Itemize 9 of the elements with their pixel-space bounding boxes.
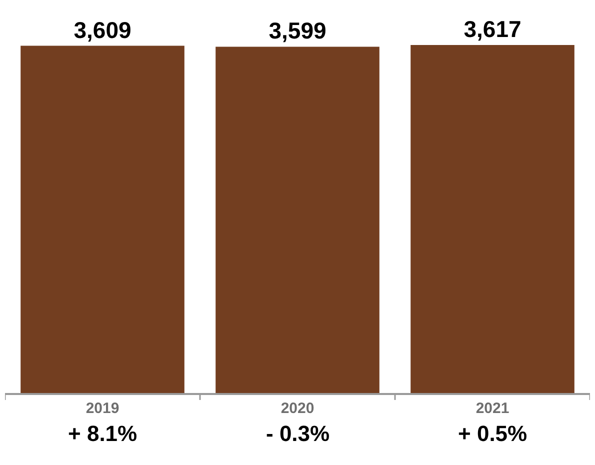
text: + 0.5% bbox=[458, 421, 528, 446]
x-tick-label: 2019 bbox=[86, 400, 120, 417]
text: + 8.1% bbox=[68, 421, 138, 446]
data-label: 3,599 bbox=[268, 18, 326, 44]
text: - 0.3% bbox=[266, 421, 330, 446]
data-label: 3,609 bbox=[74, 16, 132, 43]
x-tick-label: 2021 bbox=[476, 400, 510, 417]
data-label: 3,617 bbox=[464, 16, 522, 42]
x-tick-label: 2020 bbox=[280, 400, 314, 417]
